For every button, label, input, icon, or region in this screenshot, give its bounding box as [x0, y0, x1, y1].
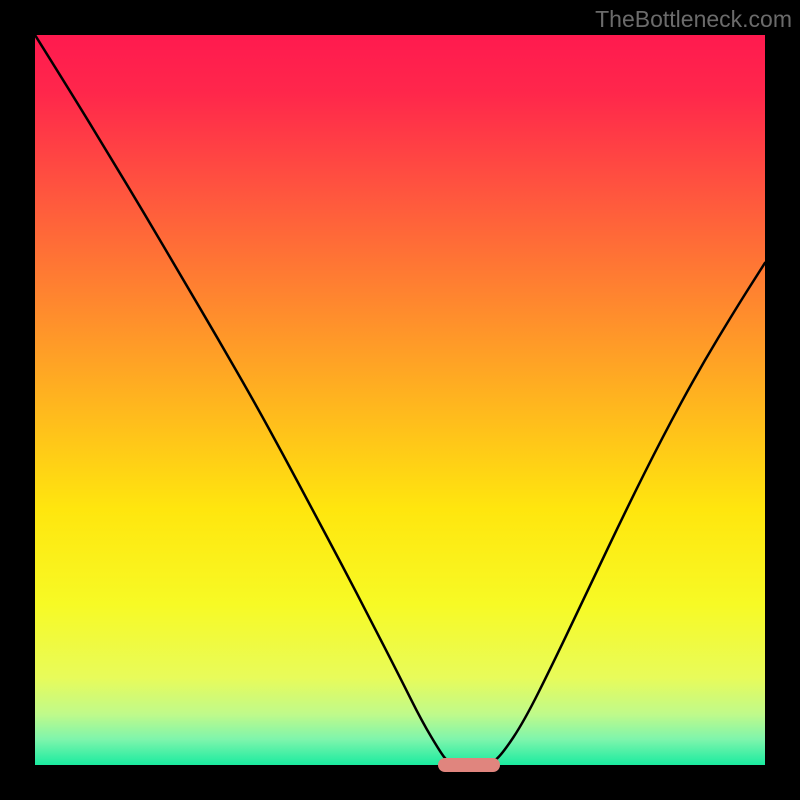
watermark-text: TheBottleneck.com — [595, 6, 792, 33]
chart-area — [35, 35, 765, 765]
bottleneck-curve — [35, 35, 765, 765]
optimal-range-marker — [438, 758, 500, 771]
